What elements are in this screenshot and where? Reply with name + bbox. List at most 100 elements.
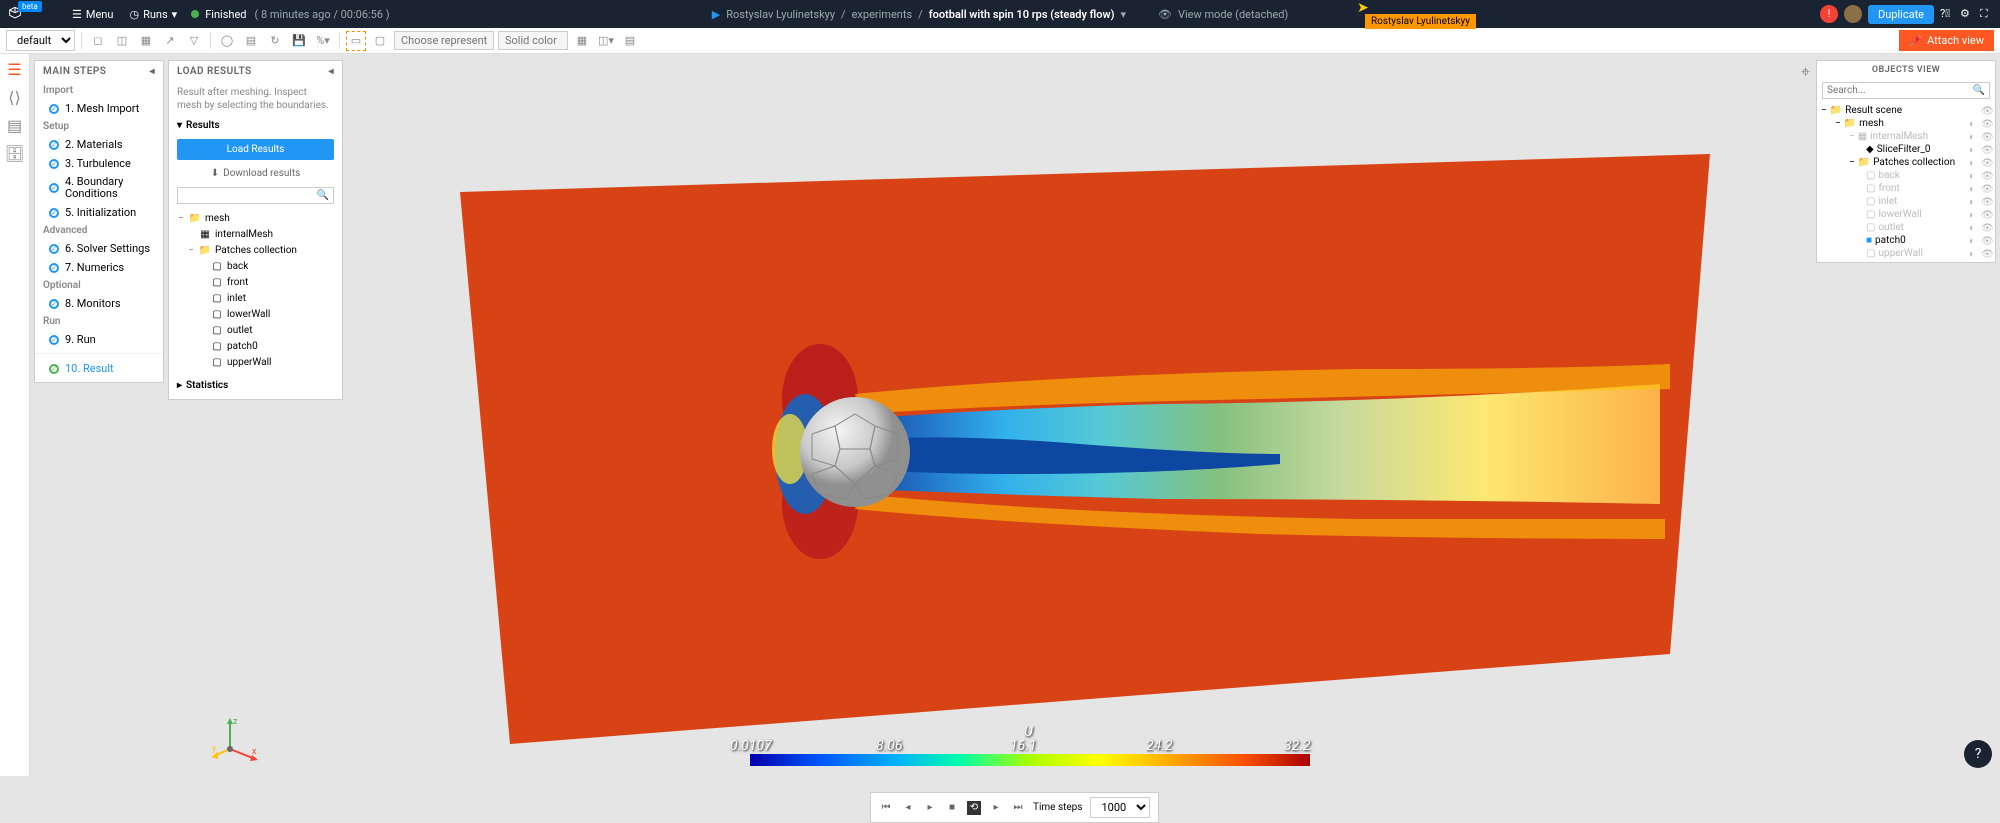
stats-section-toggle[interactable]: ▸Statistics [169,376,342,395]
objects-search-input[interactable] [1827,85,1973,96]
tree-inlet[interactable]: ▢inlet [177,290,334,306]
step-materials[interactable]: 2. Materials [35,135,163,154]
obj-mesh[interactable]: −📁mesh◐👁 [1821,117,1991,130]
eye-icon[interactable]: 👁 [1981,236,1991,246]
eye-icon[interactable]: 👁 [1981,158,1991,168]
results-section-toggle[interactable]: ▾Results [169,116,342,135]
obj-internalmesh[interactable]: −▦internalMesh◐👁 [1821,130,1991,143]
obj-inlet[interactable]: ▢inlet◐👁 [1821,195,1991,208]
step-boundary[interactable]: 4. Boundary Conditions [35,173,163,203]
tree-mesh[interactable]: −📁mesh [177,210,334,226]
obj-back[interactable]: ▢back◐👁 [1821,169,1991,182]
obj-lowerwall[interactable]: ▢lowerWall◐👁 [1821,208,1991,221]
step-turbulence[interactable]: 3. Turbulence [35,154,163,173]
eye-icon[interactable]: 👁 [1981,249,1991,259]
breadcrumb-name[interactable]: football with spin 10 rps (steady flow) [929,8,1115,21]
gear-icon[interactable]: ⚙ [1960,7,1974,21]
runs-button[interactable]: ◷ Runs ▾ [121,8,185,21]
vis-icon[interactable]: ◐ [1969,132,1979,142]
rail-code-icon[interactable]: ⟨⟩ [6,88,24,106]
last-icon[interactable]: ⏭ [1011,801,1025,815]
load-results-button[interactable]: Load Results [177,139,334,160]
objects-search[interactable]: 🔍 [1822,82,1990,99]
vis-icon[interactable]: ◐ [1969,210,1979,220]
help-icon[interactable]: ?⃝ [1940,7,1954,21]
tree-search[interactable]: 🔍 [177,187,334,204]
vis-icon[interactable]: ◐ [1969,119,1979,129]
eye-icon[interactable]: 👁 [1981,132,1991,142]
stop-icon[interactable]: ■ [945,801,959,815]
help-fab-button[interactable]: ? [1964,740,1992,768]
breadcrumb-experiments[interactable]: experiments [852,8,913,21]
eye-icon[interactable]: 👁 [1981,197,1991,207]
vis-icon[interactable]: ◐ [1969,249,1979,259]
cube-icon[interactable]: ◻ [88,31,108,51]
rail-list-icon[interactable]: ▤ [6,116,24,134]
first-icon[interactable]: ⏮ [879,801,893,815]
grid-icon[interactable]: ▦ [136,31,156,51]
avatar[interactable] [1844,5,1862,23]
circle-icon[interactable]: ◯ [217,31,237,51]
step-numerics[interactable]: 7. Numerics [35,258,163,277]
tree-search-input[interactable] [182,190,317,201]
duplicate-button[interactable]: Duplicate [1868,5,1934,24]
obj-outlet[interactable]: ▢outlet◐👁 [1821,221,1991,234]
cube-outline-icon[interactable]: ◫ [112,31,132,51]
obj-slicefilter[interactable]: ◆SliceFilter_0◐👁 [1821,143,1991,156]
obj-upperwall[interactable]: ▢upperWall◐👁 [1821,247,1991,260]
tree-upperwall[interactable]: ▢upperWall [177,354,334,370]
vis-icon[interactable]: ◐ [1969,171,1979,181]
avatar[interactable]: ! [1820,5,1838,23]
step-mesh-import[interactable]: 1. Mesh Import [35,99,163,118]
select-icon[interactable]: ▭ [346,31,366,51]
color-select[interactable] [498,31,568,50]
timestep-select[interactable]: 1000 [1090,797,1150,818]
eye-icon[interactable]: 👁 [1981,171,1991,181]
vis-icon[interactable]: ◐ [1969,223,1979,233]
obj-patches[interactable]: −📁Patches collection◐👁 [1821,156,1991,169]
step-initialization[interactable]: 5. Initialization [35,203,163,222]
legend-icon[interactable]: ▤ [620,31,640,51]
step-result[interactable]: 10. Result [35,359,163,378]
eye-icon[interactable]: 👁 [1981,223,1991,233]
arrow-icon[interactable]: ↗ [160,31,180,51]
refresh-icon[interactable]: ↻ [265,31,285,51]
eye-icon[interactable]: 👁 [1981,106,1991,116]
eye-icon[interactable]: 👁 [1981,145,1991,155]
axis-gizmo-icon[interactable]: z x y [210,714,260,764]
tree-patches[interactable]: −📁Patches collection [177,242,334,258]
representation-select[interactable] [394,31,494,50]
eye-icon[interactable]: 👁 [1981,119,1991,129]
next-icon[interactable]: ▸ [989,801,1003,815]
vis-icon[interactable]: ◐ [1969,197,1979,207]
breadcrumb-user[interactable]: Rostyslav Lyulinetskyy [726,8,835,21]
rail-db-icon[interactable]: 🗄 [6,144,24,162]
loop-icon[interactable]: ⟲ [967,801,981,815]
split-icon[interactable]: ◫▾ [596,31,616,51]
vis-icon[interactable]: ◐ [1969,184,1979,194]
collapse-icon[interactable]: ◂ [149,66,155,77]
collapse-icon[interactable]: ◂ [328,66,334,77]
percent-icon[interactable]: %▾ [313,31,333,51]
rail-steps-icon[interactable]: ☰ [6,60,24,78]
obj-scene[interactable]: −📁Result scene👁 [1821,104,1991,117]
prev-icon[interactable]: ◂ [901,801,915,815]
attach-view-button[interactable]: 📌Attach view [1899,30,1994,51]
filter-icon[interactable]: ▽ [184,31,204,51]
obj-patch0[interactable]: ■patch0◐👁 [1821,234,1991,247]
tree-lowerwall[interactable]: ▢lowerWall [177,306,334,322]
tree-patch0[interactable]: ▢patch0 [177,338,334,354]
vis-icon[interactable]: ◐ [1969,145,1979,155]
tree-back[interactable]: ▢back [177,258,334,274]
play-icon[interactable]: ▸ [923,801,937,815]
download-results-button[interactable]: ⬇Download results [177,164,334,183]
step-monitors[interactable]: 8. Monitors [35,294,163,313]
step-solver[interactable]: 6. Solver Settings [35,239,163,258]
preset-select[interactable]: default [6,30,75,51]
eye-icon[interactable]: 👁 [1981,184,1991,194]
obj-front[interactable]: ▢front◐👁 [1821,182,1991,195]
menu-button[interactable]: ☰ Menu [64,8,121,21]
step-run[interactable]: 9. Run [35,330,163,349]
layers-icon[interactable]: ▤ [241,31,261,51]
box-icon[interactable]: ▢ [370,31,390,51]
